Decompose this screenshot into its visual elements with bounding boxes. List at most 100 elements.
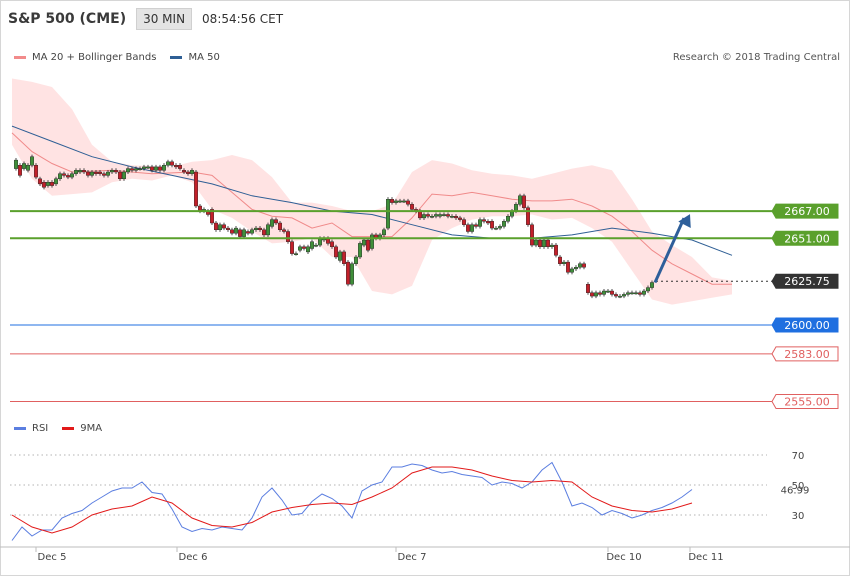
forecast-arrowhead [678, 214, 691, 228]
candle-body [153, 166, 158, 171]
level-tag-shape [771, 230, 839, 246]
legend-ma20-label: MA 20 + Bollinger Bands [32, 52, 157, 63]
candle-body [534, 239, 539, 246]
level-tag-shape [771, 394, 839, 409]
candle-body [189, 170, 194, 174]
level-tag-resistance: 2651.00 [771, 230, 839, 246]
candle-body [157, 166, 162, 171]
candle-body [382, 229, 387, 236]
candle-body [58, 173, 63, 179]
candle-body [458, 217, 463, 220]
candle-body [209, 209, 214, 224]
candle-body [177, 164, 182, 169]
candle-body [638, 292, 643, 295]
candle-body [81, 170, 86, 173]
rsi-tick-label: 50 [792, 481, 805, 492]
forecast-arrow [653, 217, 686, 284]
candle-body [161, 164, 166, 171]
candle-body [442, 214, 447, 216]
candle-body [113, 170, 118, 173]
candle-body [101, 173, 106, 176]
candle-body [366, 239, 371, 251]
rsi-ma9-line [11, 466, 693, 534]
level-tag-shape [771, 203, 839, 219]
candle-body [538, 239, 543, 248]
symbol-title: S&P 500 (CME) [8, 11, 127, 27]
candle-body [245, 231, 250, 234]
candle-body [213, 222, 218, 230]
candle-body [133, 168, 138, 171]
x-tick-label: Dec 5 [38, 552, 67, 563]
candle-body [217, 224, 222, 230]
rsi-tick-label: 70 [792, 451, 805, 462]
interval-selector[interactable]: 30 MIN [136, 8, 193, 30]
level-value: 2651.00 [784, 232, 830, 245]
candle-body [221, 224, 226, 229]
candle-body [514, 204, 519, 212]
candle-body [185, 171, 190, 174]
candle-body [193, 171, 198, 207]
rsi-legend: RSI 9MA [14, 423, 102, 434]
candle-body [18, 164, 23, 176]
candle-body [466, 224, 471, 232]
candle-body [486, 221, 491, 224]
candle-body [253, 227, 258, 231]
candle-body [358, 243, 363, 258]
candle-body [286, 231, 291, 242]
level-value: 2667.00 [784, 205, 830, 218]
candle-body [474, 224, 479, 227]
candle-body [137, 168, 142, 171]
candle-body [426, 214, 431, 217]
candle-body [618, 295, 623, 298]
chart-header: S&P 500 (CME) 30 MIN 08:54:56 CET [8, 6, 283, 32]
x-tick-label: Dec 10 [606, 552, 641, 563]
candle-body [34, 164, 39, 178]
candle-body [406, 200, 411, 205]
candle-body [149, 166, 154, 171]
candle-body [241, 229, 246, 237]
candle-body [634, 292, 639, 295]
candle-body [318, 238, 323, 246]
level-tag-target: 2555.00 [771, 394, 839, 409]
candle-body [46, 181, 51, 186]
candle-body [50, 181, 55, 186]
candle-body [229, 229, 234, 234]
main-legend: MA 20 + Bollinger Bands MA 50 [14, 52, 220, 63]
candle-body [169, 161, 174, 166]
candle-body [306, 246, 311, 253]
level-tag-shape [771, 273, 839, 289]
candle-body [566, 261, 571, 273]
level-tag-shape [771, 317, 839, 333]
rsi-tick-label: 30 [792, 511, 805, 522]
candle-body [338, 251, 343, 261]
candle-body [302, 246, 307, 249]
candle-body [274, 219, 279, 224]
candle-body [518, 195, 523, 205]
candle-body [181, 170, 186, 173]
candle-body [602, 290, 607, 295]
level-tag-shape [771, 346, 839, 362]
candle-body [330, 241, 335, 247]
candle-body [362, 239, 367, 246]
candle-body [22, 163, 27, 169]
rsi-line [11, 461, 693, 541]
candle-body [54, 178, 59, 185]
candle-body [454, 215, 459, 219]
candle-body [141, 166, 146, 169]
candle-body [410, 204, 415, 210]
candle-body [346, 261, 351, 285]
candle-body [438, 214, 443, 217]
candle-body [278, 222, 283, 230]
candle-body [446, 214, 451, 217]
candle-body [490, 221, 495, 229]
candle-body [606, 290, 611, 293]
candle-body [173, 164, 178, 168]
candle-body [386, 198, 391, 229]
legend-ma50-label: MA 50 [188, 52, 220, 63]
candle-body [462, 219, 467, 225]
candle-body [574, 267, 579, 270]
candle-body [570, 268, 575, 273]
candle-body [558, 256, 563, 264]
level-tag-resistance: 2667.00 [771, 203, 839, 219]
